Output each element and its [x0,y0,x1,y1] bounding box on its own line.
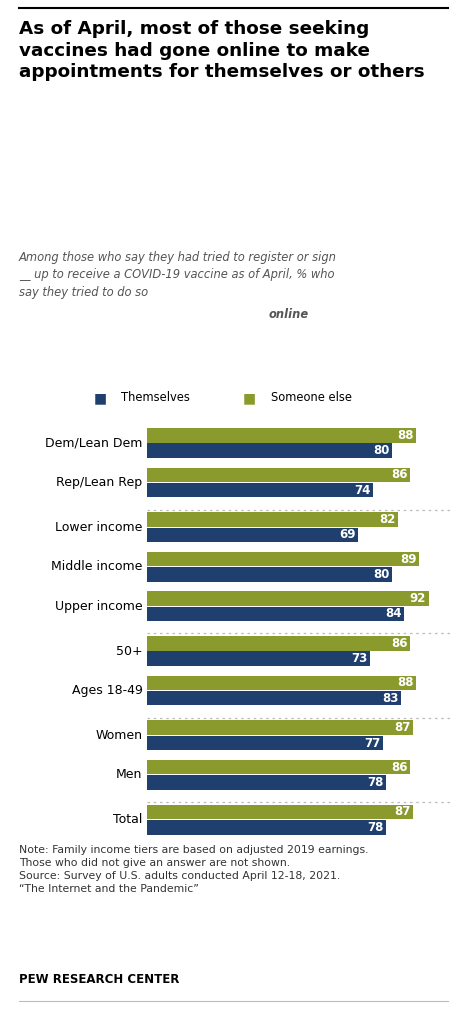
Bar [147,591,429,606]
Text: Note: Family income tiers are based on adjusted 2019 earnings.
Those who did not: Note: Family income tiers are based on a… [19,845,368,894]
Text: 50+: 50+ [116,644,142,657]
Text: Middle income: Middle income [51,560,142,573]
Text: Ages 18-49: Ages 18-49 [71,684,142,697]
Text: 73: 73 [352,652,368,666]
Text: 87: 87 [395,721,411,734]
Bar [147,483,374,498]
Text: 86: 86 [391,468,408,481]
Text: 80: 80 [373,568,389,581]
Bar [147,468,410,482]
Text: 74: 74 [354,483,371,497]
Bar [147,443,392,458]
Text: Dem/Lean Dem: Dem/Lean Dem [45,436,142,450]
Bar [147,691,401,706]
Text: Lower income: Lower income [55,521,142,534]
Bar [147,805,413,819]
Text: Themselves: Themselves [121,391,190,404]
Text: 82: 82 [379,513,396,526]
Text: 77: 77 [364,736,380,750]
Text: 87: 87 [395,806,411,818]
Text: 88: 88 [397,429,414,441]
Bar [147,428,416,442]
Bar [147,760,410,774]
Text: PEW RESEARCH CENTER: PEW RESEARCH CENTER [19,973,179,986]
Text: online: online [269,308,309,322]
Text: ■: ■ [243,391,256,406]
Bar [147,736,382,751]
Bar [147,527,358,542]
Bar [147,552,419,566]
Text: 78: 78 [367,776,383,790]
Text: 86: 86 [391,761,408,774]
Text: 69: 69 [339,528,356,542]
Bar [147,567,392,582]
Bar [147,721,413,735]
Text: 80: 80 [373,444,389,457]
Text: Women: Women [96,729,142,741]
Text: Upper income: Upper income [55,600,142,612]
Text: 88: 88 [397,677,414,689]
Text: Men: Men [116,768,142,781]
Text: Total: Total [113,813,142,826]
Text: As of April, most of those seeking
vaccines had gone online to make
appointments: As of April, most of those seeking vacci… [19,20,425,81]
Bar [147,676,416,690]
Bar [147,636,410,650]
Text: Someone else: Someone else [271,391,352,404]
Bar [147,606,404,622]
Text: 78: 78 [367,821,383,834]
Text: 89: 89 [400,553,417,565]
Text: 86: 86 [391,637,408,650]
Bar [147,512,398,526]
Bar [147,775,386,790]
Text: 84: 84 [385,607,402,621]
Text: Among those who say they had tried to register or sign
__ up to receive a COVID-: Among those who say they had tried to re… [19,251,337,299]
Bar [147,820,386,835]
Text: Rep/Lean Rep: Rep/Lean Rep [57,476,142,489]
Text: ■: ■ [93,391,106,406]
Text: 83: 83 [382,692,398,705]
Bar [147,651,370,666]
Text: 92: 92 [410,592,426,605]
